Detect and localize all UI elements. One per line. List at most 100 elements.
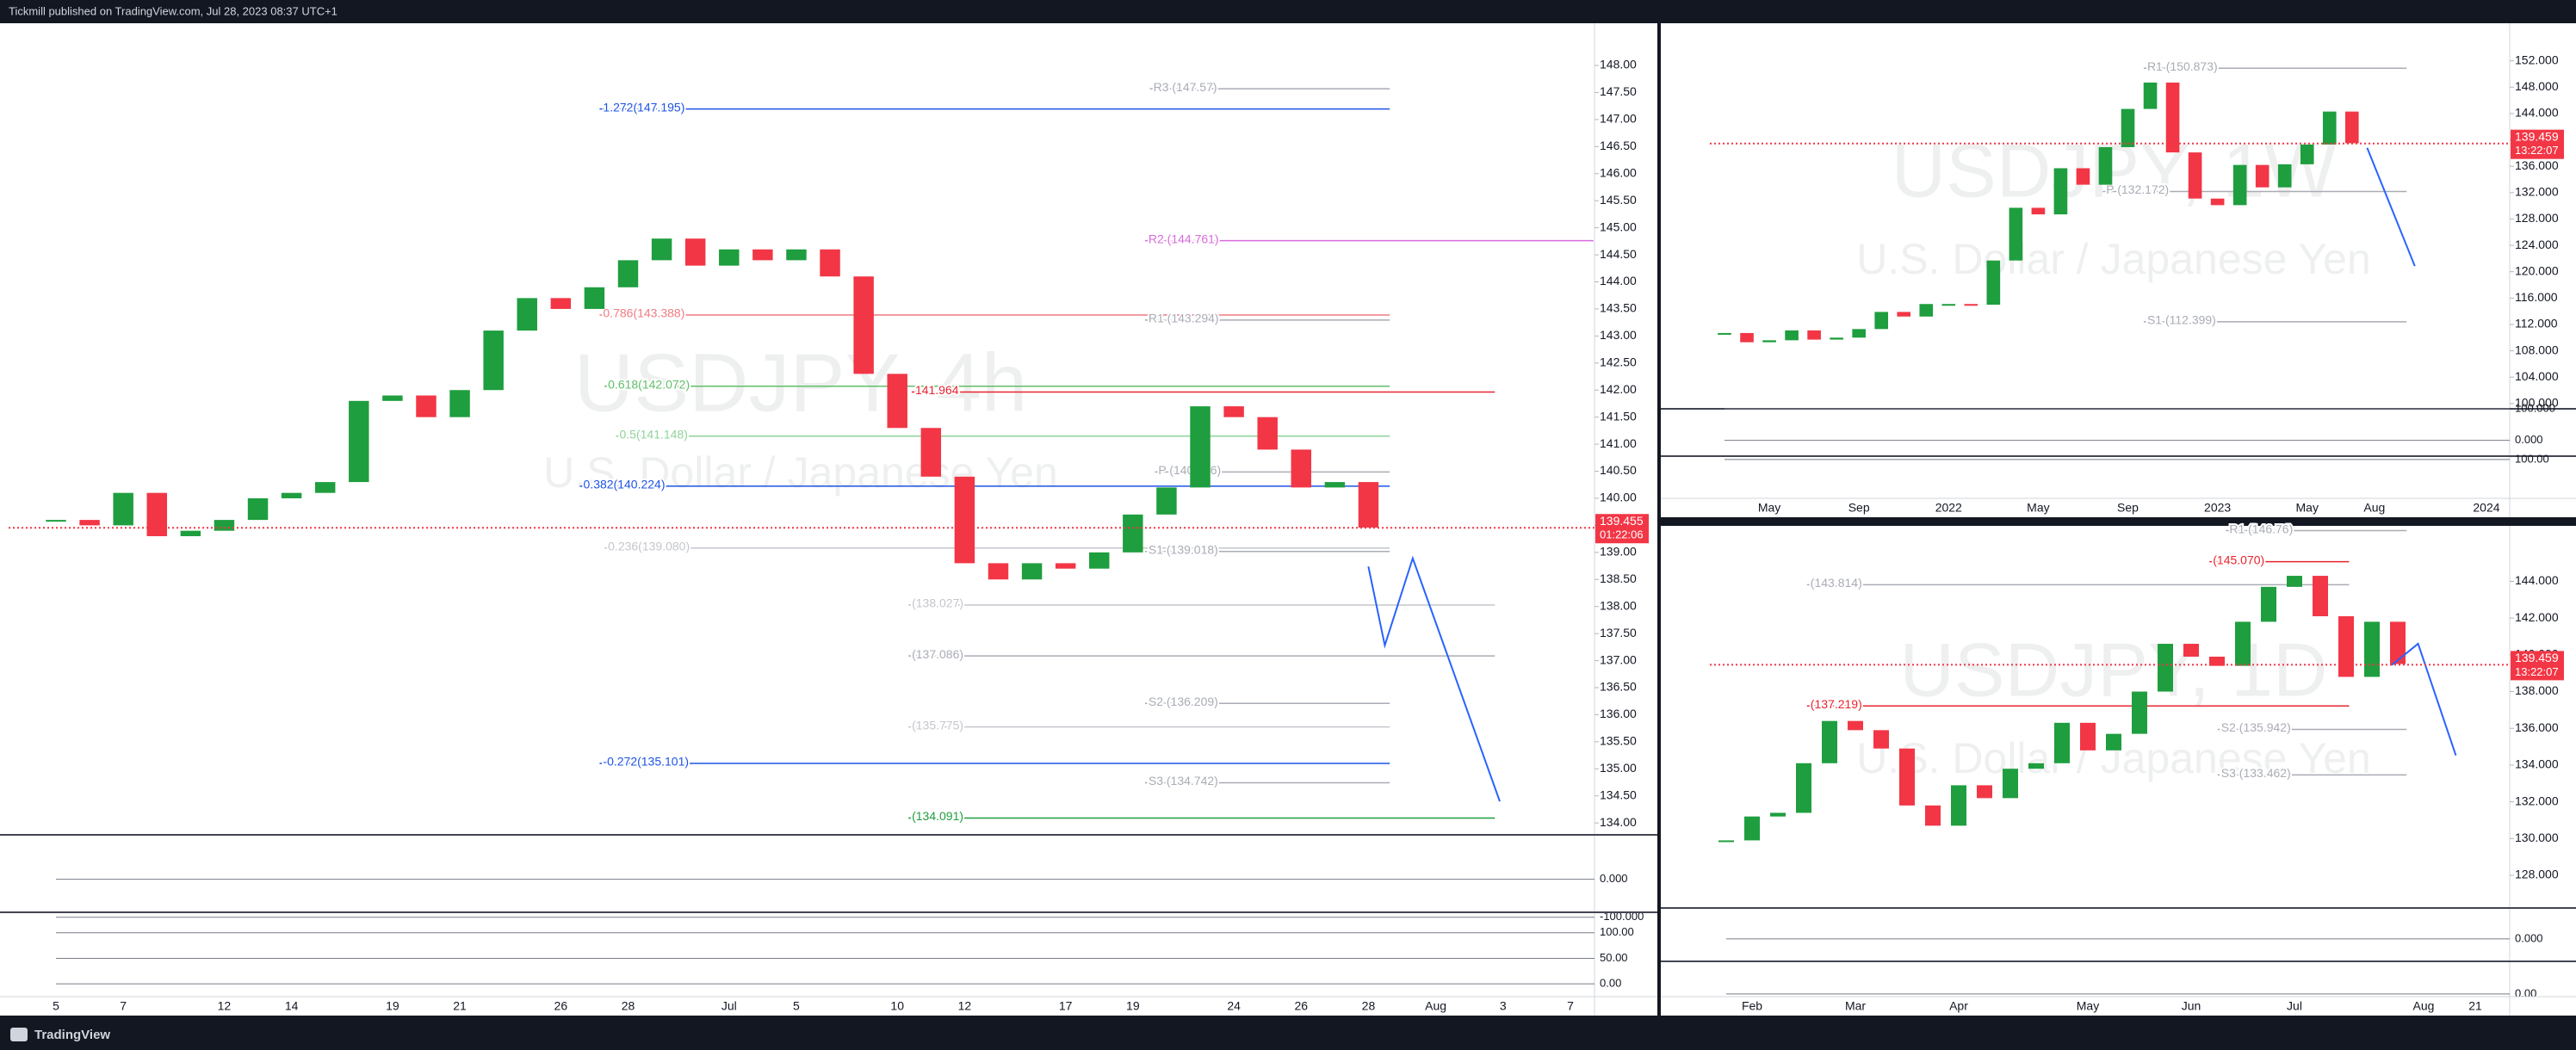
- candle: [416, 395, 437, 417]
- y-tick-label: 146.50: [1600, 139, 1637, 152]
- x-tick-label: 12: [218, 999, 232, 1013]
- candle: [1852, 329, 1866, 338]
- x-tick-label: 21: [453, 999, 467, 1013]
- y-tick-label: 139.00: [1600, 545, 1637, 559]
- candle: [1830, 337, 1843, 340]
- level-label: R1 (150.873): [2147, 59, 2218, 73]
- candle: [2210, 198, 2225, 206]
- pane-tick-label: 100.00: [1600, 925, 1634, 938]
- level-label: S3 (133.462): [2221, 766, 2291, 780]
- candle: [1986, 260, 2001, 306]
- y-tick-label: 147.00: [1600, 112, 1637, 126]
- pane-tick-label: 0.00: [1600, 977, 1621, 990]
- level-label: S2 (136.209): [1149, 695, 1218, 708]
- projection-path: [2366, 147, 2416, 267]
- level-label: (145.070): [2213, 553, 2264, 566]
- candle: [1897, 312, 1911, 317]
- candle: [2209, 656, 2225, 666]
- candle: [1744, 816, 1760, 841]
- candle: [752, 249, 773, 261]
- candle: [988, 563, 1009, 580]
- candle: [2106, 733, 2121, 750]
- countdown-label: 13:22:07: [2515, 144, 2559, 157]
- x-tick-label: May: [2296, 501, 2319, 515]
- x-tick-label: 2023: [2204, 501, 2231, 515]
- candle: [449, 390, 470, 417]
- x-tick-label: 26: [554, 999, 568, 1013]
- candle: [2076, 168, 2090, 185]
- candle: [113, 492, 133, 526]
- x-tick-label: 12: [958, 999, 972, 1013]
- x-tick-label: 7: [120, 999, 127, 1013]
- y-tick-label: 146.00: [1600, 165, 1637, 179]
- x-tick-label: Jul: [721, 999, 737, 1013]
- candle: [2390, 621, 2406, 664]
- level-label: (134.091): [912, 809, 963, 823]
- candle: [382, 395, 403, 401]
- level-label: S1 (139.018): [1149, 542, 1218, 556]
- level-label: (137.219): [1811, 697, 1862, 711]
- y-tick-label: 145.50: [1600, 193, 1637, 207]
- y-tick-label: 124.000: [2515, 238, 2559, 251]
- candle: [651, 238, 672, 261]
- y-tick-label: 134.50: [1600, 788, 1637, 801]
- candle: [2338, 616, 2354, 677]
- y-tick-label: 138.000: [2515, 683, 2559, 697]
- candle: [1807, 330, 1821, 340]
- x-tick-label: May: [2077, 999, 2099, 1013]
- candle: [1055, 563, 1076, 569]
- x-tick-label: Aug: [2413, 999, 2435, 1013]
- candle: [349, 400, 369, 483]
- last-price-box: [2511, 129, 2564, 159]
- candle: [1762, 340, 1776, 343]
- candle: [1770, 812, 1786, 817]
- candle: [1257, 417, 1278, 450]
- pane-tick-label: 0.00: [2515, 986, 2536, 999]
- candle: [2255, 164, 2269, 188]
- pane-tick-label: 50.00: [1600, 951, 1628, 964]
- candle: [517, 298, 537, 331]
- x-tick-label: 3: [1500, 999, 1507, 1013]
- y-tick-label: 135.50: [1600, 734, 1637, 748]
- candle: [684, 238, 706, 266]
- candle: [2277, 164, 2292, 188]
- y-tick-label: 141.50: [1600, 409, 1637, 423]
- candle: [2344, 111, 2359, 144]
- candle: [2300, 144, 2314, 164]
- candle: [1796, 763, 1811, 813]
- level-label: 0.618(142.072): [608, 377, 690, 391]
- candle: [820, 249, 840, 277]
- y-tick-label: 142.000: [2515, 610, 2559, 624]
- x-tick-label: May: [2027, 501, 2049, 515]
- brand-logo: [10, 1028, 28, 1041]
- y-tick-label: 138.50: [1600, 571, 1637, 585]
- countdown-label: 13:22:07: [2515, 665, 2559, 678]
- y-tick-label: 142.50: [1600, 355, 1637, 369]
- level-label: S3 (134.742): [1149, 774, 1218, 788]
- x-tick-label: 26: [1294, 999, 1308, 1013]
- candle: [1964, 304, 1978, 306]
- y-tick-label: 136.000: [2515, 158, 2559, 172]
- candle: [2183, 644, 2199, 657]
- candle: [1190, 406, 1211, 488]
- x-tick-label: 21: [2468, 999, 2482, 1013]
- candle: [954, 476, 975, 564]
- candle: [146, 492, 167, 536]
- level-label: (135.775): [912, 718, 963, 732]
- x-tick-label: Feb: [1742, 999, 1762, 1013]
- candle: [2158, 644, 2173, 692]
- candle: [247, 497, 269, 521]
- candle: [719, 249, 740, 266]
- candle: [2232, 164, 2247, 206]
- candle: [1089, 552, 1110, 569]
- watermark-title: USDJPY, 1D: [1899, 627, 2327, 712]
- candle: [550, 298, 572, 309]
- projection-path: [1367, 555, 1501, 802]
- candle: [2143, 82, 2158, 109]
- level-label: 0.5(141.148): [620, 428, 688, 442]
- candle: [1291, 449, 1312, 488]
- candle: [1785, 330, 1799, 341]
- candle: [1358, 482, 1379, 528]
